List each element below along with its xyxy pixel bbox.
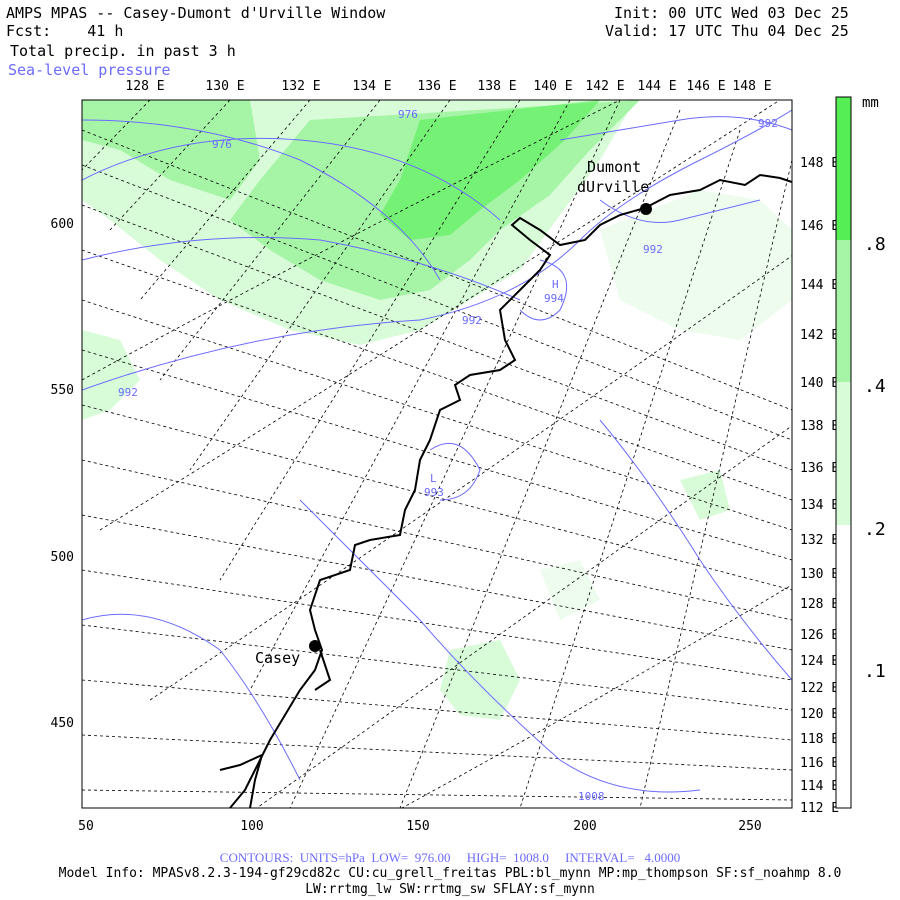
right-axis-label: 140 E <box>800 376 839 391</box>
graticule <box>82 100 792 808</box>
model-info-line-1: Model Info: MPASv8.2.3-194-gf29cd82c CU:… <box>58 866 842 881</box>
contour-label: 992 <box>462 314 482 327</box>
right-axis-label: 138 E <box>800 419 839 434</box>
legend-label: .2 <box>864 519 886 540</box>
coastline <box>219 173 792 808</box>
bottom-axis-label: 250 <box>738 819 761 834</box>
pressure-contours <box>82 109 792 793</box>
right-axis-label: 146 E <box>800 219 839 234</box>
contour-label-group: 976 976 992 992 992 992 994 993 1008 <box>118 108 778 803</box>
top-axis-label: 148 E <box>732 79 771 94</box>
right-axis-label: 118 E <box>800 732 839 747</box>
right-axis-label: 124 E <box>800 654 839 669</box>
forecast-hour: Fcst: 41 h <box>6 22 123 40</box>
right-axis-label: 142 E <box>800 328 839 343</box>
right-axis-label: 116 E <box>800 756 839 771</box>
init-label: Init: <box>614 4 660 22</box>
map-area <box>82 100 792 808</box>
contour-label: 976 <box>398 108 418 121</box>
top-axis-label: 140 E <box>533 79 572 94</box>
init-time: Init: 00 UTC Wed 03 Dec 25 <box>614 4 849 22</box>
right-axis-label: 126 E <box>800 628 839 643</box>
overlay-name: Sea-level pressure <box>8 61 171 79</box>
map-frame <box>81 99 793 809</box>
legend-label: .1 <box>864 661 886 682</box>
top-axis: 128 E 130 E 132 E 134 E 136 E 138 E 140 … <box>125 79 771 94</box>
bottom-axis-label: 50 <box>78 819 94 834</box>
valid-time: Valid: 17 UTC Thu 04 Dec 25 <box>605 22 849 40</box>
bottom-axis-label: 100 <box>240 819 263 834</box>
fcst-value: 41 h <box>87 22 124 40</box>
contour-label: 992 <box>643 243 663 256</box>
legend-swatch <box>836 525 851 667</box>
right-axis-label: 122 E <box>800 681 839 696</box>
dumont-station-marker <box>640 203 652 215</box>
right-axis-label: 112 E <box>800 801 839 816</box>
contour-label: 992 <box>118 386 138 399</box>
valid-label: Valid: <box>605 22 660 40</box>
legend-label: .4 <box>864 376 886 397</box>
right-axis: 148 E 146 E 144 E 142 E 140 E 138 E 136 … <box>800 156 839 816</box>
top-axis-label: 142 E <box>585 79 624 94</box>
left-axis-label: 450 <box>51 716 74 731</box>
right-axis-label: 120 E <box>800 707 839 722</box>
color-legend: mm .8 .4 .2 .1 <box>835 95 886 809</box>
station-label-durville: dUrville <box>577 178 649 196</box>
left-axis: 600 550 500 450 <box>51 217 74 731</box>
legend-swatch <box>836 240 851 382</box>
legend-label: .8 <box>864 234 886 255</box>
fcst-label: Fcst: <box>6 22 52 40</box>
legend-frame <box>835 96 852 809</box>
right-axis-label: 130 E <box>800 567 839 582</box>
legend-swatch <box>836 382 851 525</box>
contour-label: 1008 <box>578 790 605 803</box>
plot-title: AMPS MPAS -- Casey-Dumont d'Urville Wind… <box>6 4 386 22</box>
bottom-axis-label: 150 <box>406 819 429 834</box>
contour-label: 976 <box>212 138 232 151</box>
top-axis-label: 138 E <box>477 79 516 94</box>
right-axis-label: 114 E <box>800 779 839 794</box>
contour-label: 993 <box>424 486 444 499</box>
top-axis-label: 134 E <box>352 79 391 94</box>
precip-shading <box>82 100 792 720</box>
top-axis-label: 144 E <box>637 79 676 94</box>
top-axis-label: 146 E <box>686 79 725 94</box>
top-axis-label: 128 E <box>125 79 164 94</box>
left-axis-label: 550 <box>51 383 74 398</box>
bottom-axis: 50 100 150 200 250 <box>78 819 762 834</box>
contour-info: CONTOURS: UNITS=hPa LOW= 976.00 HIGH= 10… <box>219 850 681 865</box>
top-axis-label: 130 E <box>205 79 244 94</box>
right-axis-label: 144 E <box>800 278 839 293</box>
bottom-axis-label: 200 <box>573 819 596 834</box>
station-label-dumont: Dumont <box>587 158 641 176</box>
left-axis-label: 600 <box>51 217 74 232</box>
top-axis-label: 136 E <box>417 79 456 94</box>
init-value: 00 UTC Wed 03 Dec 25 <box>668 4 849 22</box>
model-info-line-2: LW:rrtmg_lw SW:rrtmg_sw SFLAY:sf_mynn <box>305 882 595 897</box>
station-label-casey: Casey <box>255 649 300 667</box>
right-axis-label: 132 E <box>800 533 839 548</box>
valid-value: 17 UTC Thu 04 Dec 25 <box>668 22 849 40</box>
top-axis-label: 132 E <box>281 79 320 94</box>
contour-label: 994 <box>544 292 564 305</box>
field-name: Total precip. in past 3 h <box>10 42 236 60</box>
high-center-symbol: H <box>552 278 559 291</box>
right-axis-label: 136 E <box>800 461 839 476</box>
contour-label: 992 <box>758 117 778 130</box>
casey-station-marker <box>309 640 321 652</box>
right-axis-label: 134 E <box>800 498 839 513</box>
legend-unit: mm <box>862 95 879 111</box>
legend-swatch <box>836 97 851 240</box>
low-center-symbol: L <box>430 472 437 485</box>
right-axis-label: 148 E <box>800 156 839 171</box>
left-axis-label: 500 <box>51 550 74 565</box>
right-axis-label: 128 E <box>800 597 839 612</box>
legend-swatch <box>836 667 851 808</box>
